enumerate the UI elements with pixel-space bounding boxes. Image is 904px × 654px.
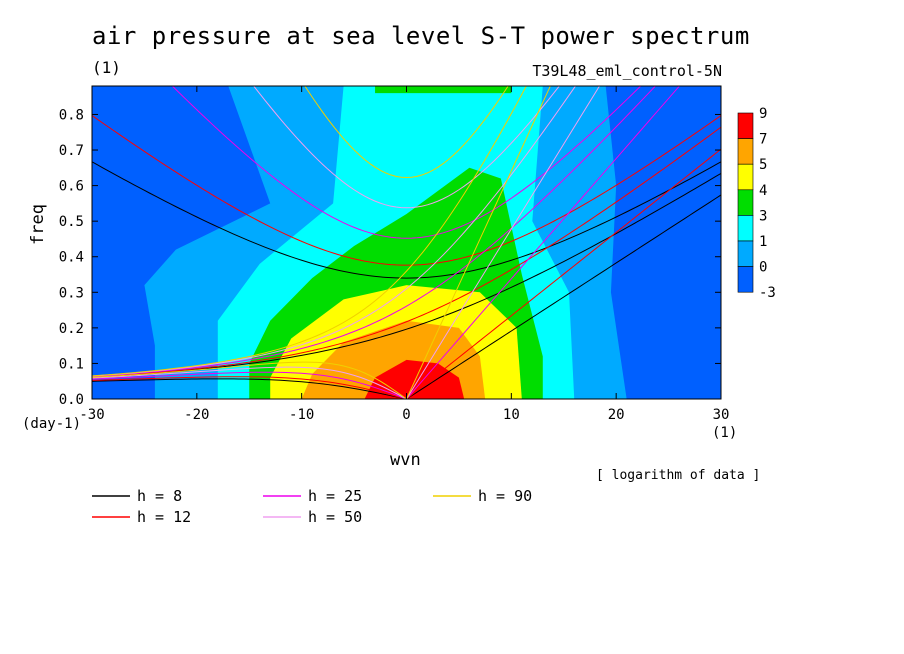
colorbar-swatch bbox=[737, 112, 754, 139]
ig-wave-h90 bbox=[304, 86, 509, 179]
curve-h-12 bbox=[92, 115, 721, 399]
y-tick-label: 0.3 bbox=[59, 285, 84, 301]
ig-wave-h8 bbox=[92, 161, 721, 279]
y-tick-label: 0.8 bbox=[59, 107, 84, 123]
y-tick-label: 0.6 bbox=[59, 179, 84, 195]
colorbar-swatch bbox=[737, 240, 754, 267]
legend-label: h = 12 bbox=[137, 508, 191, 526]
mrg-wave-h90 bbox=[92, 86, 527, 377]
kelvin-wave-h50 bbox=[406, 86, 601, 399]
kelvin-wave-h90 bbox=[406, 86, 551, 399]
kelvin-wave-h25 bbox=[406, 86, 681, 399]
colorbar-swatch bbox=[737, 266, 754, 293]
experiment-name: T39L48_eml_control-5N bbox=[532, 62, 722, 80]
rossby-wave-h90 bbox=[92, 361, 407, 399]
rossby-wave-h12 bbox=[92, 376, 407, 399]
ig-wave-h12 bbox=[92, 115, 721, 266]
rossby-wave-h8 bbox=[92, 378, 407, 399]
colorbar-label: 7 bbox=[759, 132, 767, 148]
y-tick-label: 0.4 bbox=[59, 250, 84, 266]
colorbar-label: 1 bbox=[759, 234, 767, 250]
y-tick-label: 0.5 bbox=[59, 214, 84, 230]
colorbar-swatch bbox=[737, 215, 754, 242]
kelvin-wave-h12 bbox=[406, 148, 721, 399]
colorbar-swatch bbox=[737, 189, 754, 216]
colorbar-swatch bbox=[737, 138, 754, 165]
log-note: [ logarithm of data ] bbox=[596, 468, 761, 483]
y-tick-label: 0.1 bbox=[59, 356, 84, 372]
x-tick-label: 0 bbox=[402, 407, 410, 423]
colorbar-swatch bbox=[737, 163, 754, 191]
y-axis-label: freq bbox=[28, 204, 48, 245]
chart-title: air pressure at sea level S-T power spec… bbox=[92, 22, 750, 50]
x-tick-label: 20 bbox=[608, 407, 625, 423]
x-unit-label: (1) bbox=[712, 425, 738, 441]
y-unit-label: (day-1) bbox=[22, 416, 82, 432]
dispersion-curves bbox=[92, 86, 721, 399]
legend-label: h = 8 bbox=[137, 487, 182, 505]
curve-h-90 bbox=[92, 86, 551, 399]
x-tick-label: -20 bbox=[184, 407, 209, 423]
x-tick-label: 30 bbox=[713, 407, 730, 423]
rossby-wave-h25 bbox=[92, 371, 407, 399]
colorbar: 9 7 5 4 3 1 0 -3 bbox=[737, 106, 776, 301]
ig-wave-h25 bbox=[171, 86, 642, 239]
mrg-wave-h25 bbox=[92, 86, 657, 378]
colorbar-label: -3 bbox=[759, 285, 776, 301]
colorbar-label: 3 bbox=[759, 208, 767, 224]
legend-label: h = 25 bbox=[308, 487, 362, 505]
colorbar-label: 0 bbox=[759, 260, 767, 276]
y-tick-label: 0.2 bbox=[59, 321, 84, 337]
x-axis-label: wvn bbox=[390, 450, 421, 470]
colorbar-label: 4 bbox=[759, 183, 767, 199]
contour-region-6 bbox=[364, 359, 465, 399]
x-tick-label: -10 bbox=[289, 407, 314, 423]
colorbar-label: 5 bbox=[759, 157, 767, 173]
axis-ticks: -30 -20 -10 0 10 20 30 0.0 0.1 0.2 0.3 0.4 0.5 0.6 0.7… bbox=[59, 86, 730, 423]
x-tick-label: -30 bbox=[79, 407, 104, 423]
kelvin-wave-h8 bbox=[406, 194, 721, 399]
colorbar-label: 9 bbox=[759, 106, 767, 122]
y-tick-label: 0.7 bbox=[59, 143, 84, 159]
ig-wave-h50 bbox=[253, 86, 560, 209]
legend-label: h = 90 bbox=[478, 487, 532, 505]
contour-region-7 bbox=[375, 86, 512, 94]
curve-h-50 bbox=[92, 86, 601, 399]
mrg-wave-h12 bbox=[92, 126, 721, 378]
curve-h-25 bbox=[92, 86, 681, 399]
legend: h = 8 h = 12 h = 25 h = 50 h = 90 bbox=[92, 487, 532, 526]
x-tick-label: 10 bbox=[503, 407, 520, 423]
legend-label: h = 50 bbox=[308, 508, 362, 526]
y-tick-label: 0.0 bbox=[59, 392, 84, 408]
plot-area bbox=[92, 86, 721, 399]
rossby-wave-h50 bbox=[92, 366, 407, 399]
mrg-wave-h50 bbox=[92, 86, 577, 377]
chart-units-label: (1) bbox=[92, 58, 121, 77]
